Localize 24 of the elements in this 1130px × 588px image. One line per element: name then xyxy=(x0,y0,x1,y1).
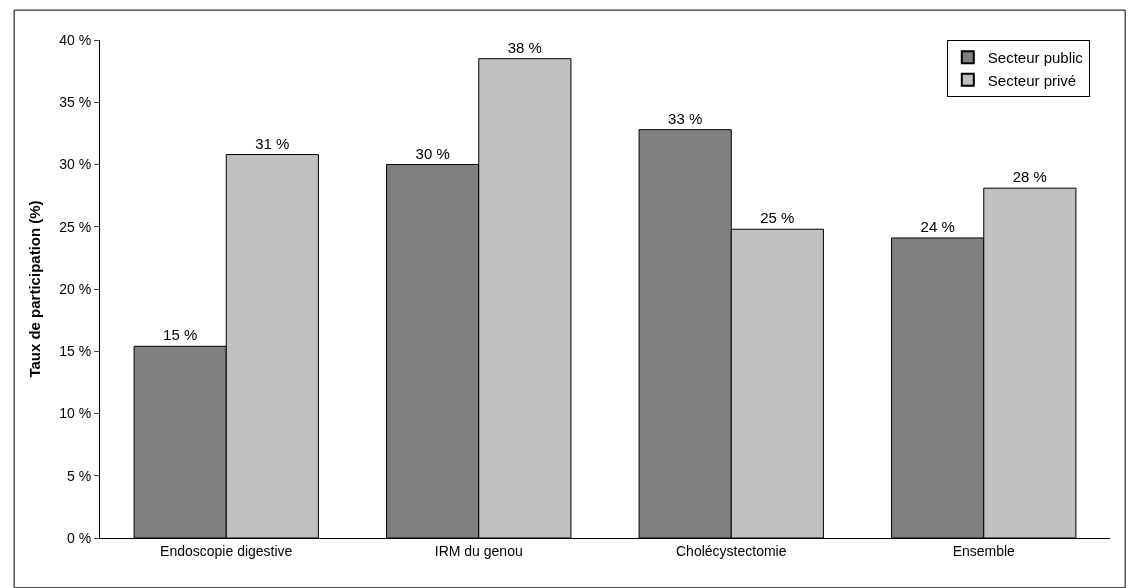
y-tick-label: 20 % xyxy=(59,280,92,297)
x-tick-label: Cholécystectomie xyxy=(676,542,787,559)
y-tick-label: 0 % xyxy=(67,529,92,546)
legend-label: Secteur privé xyxy=(987,71,1077,89)
y-tick-label: 35 % xyxy=(59,94,92,111)
data-label: 31 % xyxy=(255,134,290,152)
x-tick-label: Ensemble xyxy=(952,542,1016,559)
y-axis-title: Taux de participation (%) xyxy=(25,200,43,378)
y-tick-label: 5 % xyxy=(67,467,92,484)
legend-label: Secteur public xyxy=(987,49,1084,67)
data-label: 24 % xyxy=(920,217,955,235)
data-label: 38 % xyxy=(507,38,542,56)
data-label: 28 % xyxy=(1012,168,1047,186)
data-label: 33 % xyxy=(668,109,703,127)
x-tick-label: Endoscopie digestive xyxy=(160,542,293,559)
y-tick-label: 40 % xyxy=(59,31,92,48)
y-tick-label: 30 % xyxy=(59,156,92,173)
y-tick-label: 15 % xyxy=(59,343,92,360)
y-tick-label: 25 % xyxy=(59,218,92,235)
y-tick-label: 10 % xyxy=(59,405,92,422)
data-label: 30 % xyxy=(415,144,450,162)
x-tick-label: IRM du genou xyxy=(434,542,523,559)
data-label: 25 % xyxy=(760,209,795,227)
data-label: 15 % xyxy=(163,326,198,344)
